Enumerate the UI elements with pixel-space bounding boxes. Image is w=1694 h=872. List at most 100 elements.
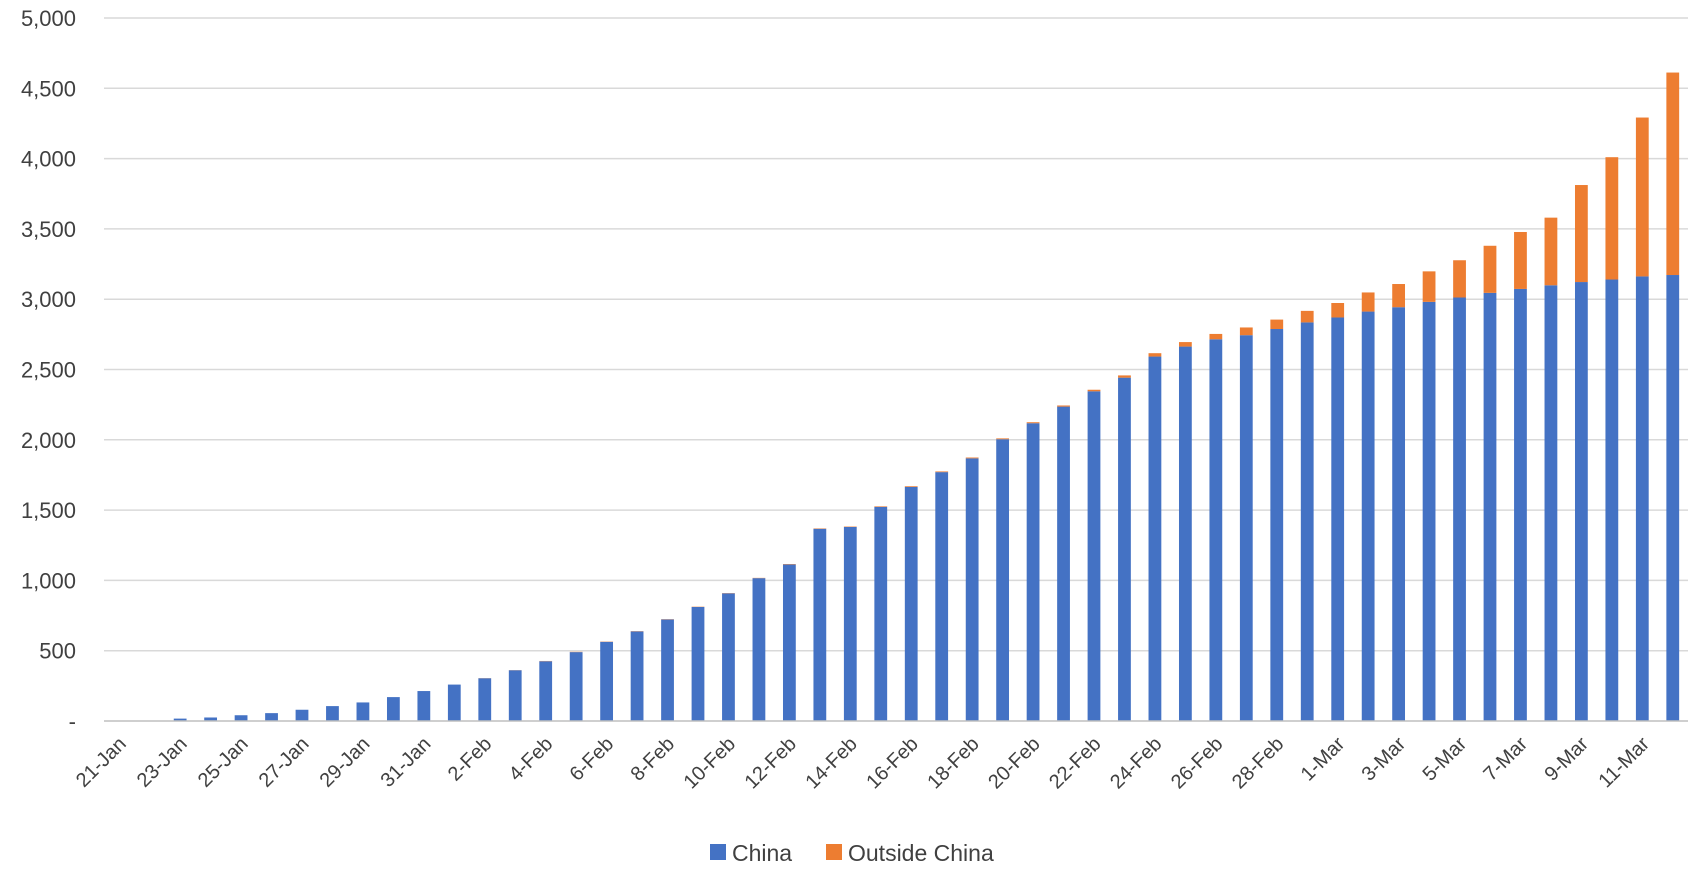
bar-china (1453, 298, 1466, 721)
bar-china (1118, 378, 1131, 721)
gridlines (104, 18, 1688, 651)
legend-item-outside-china: Outside China (826, 840, 994, 866)
x-tick-label: 20-Feb (984, 733, 1044, 793)
bar-china (1179, 347, 1192, 721)
x-tick-label: 29-Jan (316, 733, 375, 792)
bar-outside-china (1484, 246, 1497, 293)
bar-outside-china (1331, 303, 1344, 317)
bars (174, 73, 1679, 721)
x-tick-label: 24-Feb (1106, 733, 1166, 793)
bar-china (387, 697, 400, 721)
bar-china (1636, 276, 1649, 721)
x-tick-label: 31-Jan (377, 733, 436, 792)
x-tick-label: 27-Jan (255, 733, 314, 792)
y-tick-label: 1,000 (21, 568, 76, 593)
x-tick-label: 25-Jan (194, 733, 253, 792)
legend-item-china: China (710, 840, 792, 866)
bar-china (1301, 322, 1314, 721)
y-tick-label: 3,000 (21, 287, 76, 312)
y-tick-label: 500 (39, 639, 76, 664)
bar-outside-china (1027, 422, 1040, 423)
x-tick-label: 9-Mar (1540, 733, 1593, 786)
bar-outside-china (1118, 375, 1131, 377)
bar-outside-china (1666, 73, 1679, 275)
bar-outside-china (1605, 157, 1618, 279)
x-tick-label: 3-Mar (1358, 733, 1411, 786)
bar-china (661, 619, 674, 721)
bar-china (753, 578, 766, 721)
bar-outside-china (1149, 353, 1162, 356)
bar-china (1240, 335, 1253, 721)
legend-swatch-outside-china (826, 844, 842, 860)
y-tick-label: 4,000 (21, 147, 76, 172)
bar-china (1149, 357, 1162, 721)
bar-china (1545, 285, 1558, 721)
bar-outside-china (1636, 118, 1649, 277)
x-tick-label: 16-Feb (862, 733, 922, 793)
bar-china (1027, 423, 1040, 721)
bar-china (417, 691, 430, 721)
bar-china (235, 715, 248, 721)
bar-outside-china (996, 438, 1009, 439)
x-tick-label: 1-Mar (1297, 733, 1350, 786)
x-tick-label: 2-Feb (444, 733, 497, 786)
x-tick-label: 23-Jan (133, 733, 192, 792)
bar-china (905, 487, 918, 721)
bar-china (1209, 339, 1222, 721)
x-tick-label: 5-Mar (1419, 733, 1472, 786)
x-tick-label: 28-Feb (1228, 733, 1288, 793)
x-tick-label: 22-Feb (1045, 733, 1105, 793)
bar-china (996, 439, 1009, 721)
x-tick-label: 4-Feb (505, 733, 558, 786)
bar-china (1088, 391, 1101, 721)
bar-outside-china (966, 458, 979, 459)
bar-outside-china (1301, 311, 1314, 323)
legend-label-china: China (732, 840, 792, 866)
legend-swatch-china (710, 844, 726, 860)
legend-label-outside-china: Outside China (848, 840, 994, 866)
bar-china (539, 661, 552, 721)
x-tick-label: 10-Feb (680, 733, 740, 793)
bar-china (692, 607, 705, 721)
bar-china (478, 678, 491, 721)
y-tick-label: - (69, 709, 76, 734)
x-tick-label: 12-Feb (741, 733, 801, 793)
x-tick-label: 26-Feb (1167, 733, 1227, 793)
y-tick-label: 3,500 (21, 217, 76, 242)
bar-china (296, 710, 309, 721)
bar-outside-china (1270, 320, 1283, 329)
bar-outside-china (1514, 232, 1527, 289)
bar-china (357, 702, 370, 721)
legend: China Outside China (710, 840, 994, 866)
bar-china (1575, 282, 1588, 721)
bar-outside-china (1240, 327, 1253, 335)
bar-china (1057, 407, 1070, 721)
y-tick-label: 5,000 (21, 6, 76, 31)
bar-china (783, 565, 796, 721)
x-tick-label: 8-Feb (627, 733, 680, 786)
bar-china (265, 713, 278, 721)
bar-outside-china (1088, 390, 1101, 392)
x-tick-label: 21-Jan (72, 733, 131, 792)
bar-outside-china (1545, 218, 1558, 286)
bar-china (813, 529, 826, 721)
y-tick-label: 4,500 (21, 76, 76, 101)
y-tick-label: 2,500 (21, 358, 76, 383)
bar-china (1666, 275, 1679, 721)
bar-china (966, 458, 979, 721)
x-tick-label: 18-Feb (923, 733, 983, 793)
bar-china (631, 631, 644, 721)
bar-china (874, 507, 887, 721)
bar-china (722, 593, 735, 721)
y-tick-label: 1,500 (21, 498, 76, 523)
x-tick-label: 7-Mar (1480, 733, 1533, 786)
x-tick-label: 14-Feb (801, 733, 861, 793)
bar-china (1270, 329, 1283, 721)
bar-outside-china (1575, 185, 1588, 282)
bar-outside-china (1423, 271, 1436, 302)
bar-china (448, 685, 461, 721)
y-axis-ticks: -5001,0001,5002,0002,5003,0003,5004,0004… (21, 6, 76, 734)
